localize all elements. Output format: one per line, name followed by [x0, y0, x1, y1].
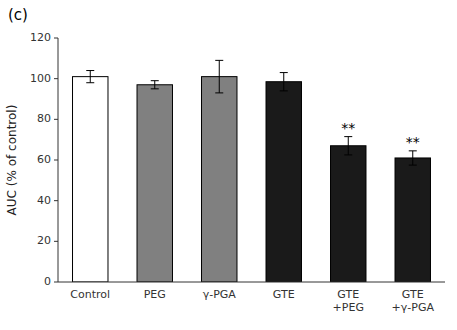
y-tick — [54, 160, 58, 161]
error-cap — [151, 80, 159, 81]
y-tick — [54, 200, 58, 201]
y-tick-label: 80 — [37, 112, 51, 125]
x-tick-label-line: GTE — [337, 288, 359, 301]
error-cap — [409, 165, 417, 166]
x-tick-label-line: Control — [70, 288, 110, 301]
y-tick-label: 120 — [30, 31, 51, 44]
error-line — [412, 151, 413, 165]
error-line — [219, 60, 220, 93]
x-tick-label-line: +PEG — [333, 301, 364, 314]
bar — [266, 82, 301, 282]
error-cap — [86, 70, 94, 71]
bar — [73, 77, 108, 282]
axes: 020406080100120ControlPEGγ-PGAGTEGTE+PEG… — [30, 31, 445, 314]
y-tick — [54, 38, 58, 39]
x-tick-label-line: γ-PGA — [203, 288, 237, 301]
bar — [395, 158, 430, 282]
significance-marker: ** — [341, 120, 355, 136]
y-tick — [54, 282, 58, 283]
error-bar — [151, 81, 159, 89]
error-bar — [86, 71, 94, 83]
y-tick — [54, 78, 58, 79]
error-cap — [280, 72, 288, 73]
x-tick-label-line: GTE — [402, 288, 424, 301]
x-tick-label-line: +γ-PGA — [392, 301, 435, 314]
error-bar — [344, 137, 352, 155]
error-cap — [86, 82, 94, 83]
x-tick-label: γ-PGA — [203, 288, 237, 301]
x-tick-label: PEG — [144, 288, 166, 301]
y-tick-label: 20 — [37, 234, 51, 247]
error-line — [154, 81, 155, 89]
error-cap — [215, 92, 223, 93]
x-tick-label: GTE+γ-PGA — [392, 288, 435, 314]
panel-label: (c) — [8, 6, 28, 24]
error-line — [283, 73, 284, 91]
y-tick-label: 100 — [30, 72, 51, 85]
error-cap — [409, 150, 417, 151]
y-tick-label: 60 — [37, 153, 51, 166]
significance-marker: ** — [406, 134, 420, 150]
y-axis-label: AUC (% of control) — [5, 105, 19, 216]
x-tick-label: GTE — [273, 288, 295, 301]
error-bar — [280, 73, 288, 91]
y-tick-label: 0 — [44, 275, 51, 288]
error-cap — [215, 60, 223, 61]
error-line — [90, 71, 91, 83]
x-tick-label-line: PEG — [144, 288, 166, 301]
error-bar — [409, 151, 417, 165]
error-line — [348, 137, 349, 155]
x-axis-line — [58, 282, 445, 283]
x-tick-label: GTE+PEG — [333, 288, 364, 314]
y-tick — [54, 241, 58, 242]
y-tick-label: 40 — [37, 194, 51, 207]
bar — [202, 77, 237, 282]
x-tick-label: Control — [70, 288, 110, 301]
y-tick — [54, 119, 58, 120]
error-cap — [151, 88, 159, 89]
bar — [331, 146, 366, 282]
error-cap — [344, 136, 352, 137]
chart-container: 020406080100120ControlPEGγ-PGAGTEGTE+PEG… — [0, 0, 457, 330]
error-cap — [344, 154, 352, 155]
error-cap — [280, 90, 288, 91]
chart-svg: 020406080100120ControlPEGγ-PGAGTEGTE+PEG… — [0, 0, 457, 330]
bars — [73, 60, 431, 282]
x-tick-label-line: GTE — [273, 288, 295, 301]
bar — [137, 85, 172, 282]
error-bar — [215, 60, 223, 93]
